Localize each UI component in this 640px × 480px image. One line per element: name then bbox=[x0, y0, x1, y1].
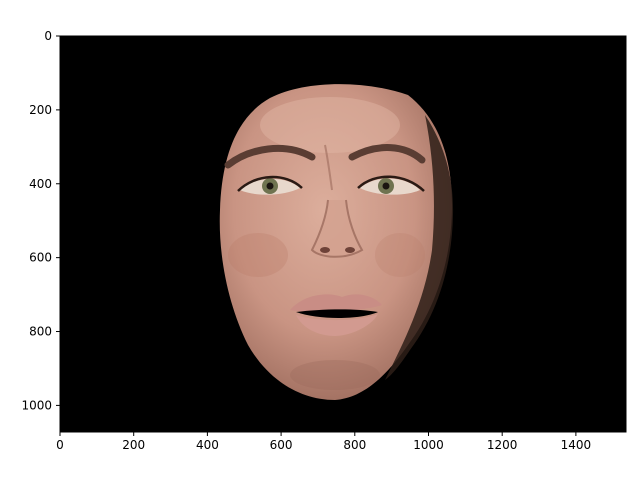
x-tick-label: 0 bbox=[56, 438, 64, 452]
y-tick-label: 400 bbox=[29, 177, 52, 191]
y-tick-label: 200 bbox=[29, 103, 52, 117]
x-tick-label: 400 bbox=[196, 438, 219, 452]
brow-furrow bbox=[324, 144, 333, 191]
mouth-opening bbox=[296, 309, 378, 318]
left-cheek bbox=[228, 233, 288, 277]
axes-frame bbox=[59, 35, 627, 433]
left-nostril bbox=[320, 247, 330, 253]
x-tick-label: 800 bbox=[343, 438, 366, 452]
upper-lip bbox=[290, 294, 382, 313]
chin-shadow bbox=[290, 360, 380, 390]
right-eyebrow bbox=[348, 144, 426, 164]
x-tick-label: 1200 bbox=[487, 438, 518, 452]
face-image bbox=[219, 84, 454, 400]
y-tick-label: 600 bbox=[29, 251, 52, 265]
y-axis: 0 200 400 600 800 1000 bbox=[21, 29, 60, 412]
nose bbox=[310, 199, 364, 258]
x-tick-label: 200 bbox=[122, 438, 145, 452]
x-tick-label: 1000 bbox=[413, 438, 444, 452]
y-tick-label: 0 bbox=[44, 29, 52, 43]
right-nostril bbox=[345, 247, 355, 253]
right-cheek bbox=[375, 233, 425, 277]
y-tick-label: 1000 bbox=[21, 398, 52, 412]
left-eyebrow bbox=[224, 144, 316, 169]
x-tick-label: 600 bbox=[270, 438, 293, 452]
right-eye bbox=[357, 175, 425, 195]
face-right-shadow bbox=[385, 115, 454, 380]
left-eye bbox=[237, 175, 303, 195]
forehead-highlight bbox=[260, 97, 400, 153]
x-axis: 0 200 400 600 800 1000 1200 1400 bbox=[56, 432, 591, 452]
y-tick-label: 800 bbox=[29, 325, 52, 339]
lower-lip bbox=[296, 314, 378, 336]
x-tick-label: 1400 bbox=[561, 438, 592, 452]
